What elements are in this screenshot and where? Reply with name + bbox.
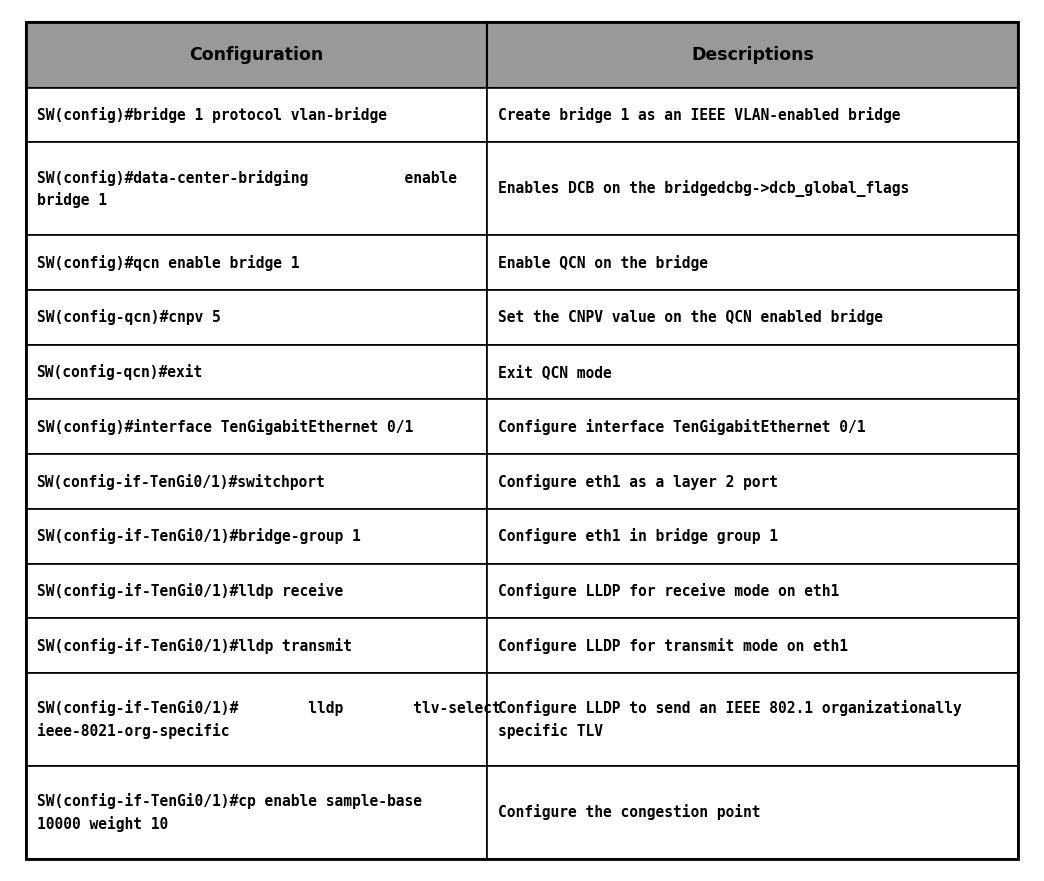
Bar bbox=[26, 509, 488, 564]
Text: SW(config-if-TenGi0/1)#        lldp        tlv-select
ieee-8021-org-specific: SW(config-if-TenGi0/1)# lldp tlv-select … bbox=[37, 700, 500, 739]
Text: Exit QCN mode: Exit QCN mode bbox=[498, 365, 612, 380]
Bar bbox=[26, 143, 488, 235]
Bar bbox=[26, 290, 488, 344]
Bar bbox=[488, 143, 1018, 235]
Bar bbox=[26, 235, 488, 290]
Text: SW(config)#interface TenGigabitEthernet 0/1: SW(config)#interface TenGigabitEthernet … bbox=[37, 418, 412, 435]
Bar bbox=[26, 455, 488, 509]
Text: Configure eth1 as a layer 2 port: Configure eth1 as a layer 2 port bbox=[498, 473, 778, 490]
Bar bbox=[26, 22, 488, 88]
Bar bbox=[488, 455, 1018, 509]
Bar bbox=[26, 88, 488, 143]
Text: Configure LLDP to send an IEEE 802.1 organizationally
specific TLV: Configure LLDP to send an IEEE 802.1 org… bbox=[498, 700, 962, 739]
Text: Create bridge 1 as an IEEE VLAN-enabled bridge: Create bridge 1 as an IEEE VLAN-enabled … bbox=[498, 107, 900, 123]
Text: SW(config)#qcn enable bridge 1: SW(config)#qcn enable bridge 1 bbox=[37, 255, 299, 270]
Bar bbox=[488, 673, 1018, 766]
Bar bbox=[488, 344, 1018, 399]
Bar bbox=[26, 564, 488, 618]
Bar bbox=[488, 399, 1018, 455]
Text: SW(config-if-TenGi0/1)#switchport: SW(config-if-TenGi0/1)#switchport bbox=[37, 473, 326, 490]
Text: Configure the congestion point: Configure the congestion point bbox=[498, 804, 760, 820]
Bar bbox=[26, 766, 488, 859]
Bar bbox=[488, 290, 1018, 344]
Text: Enables DCB on the bridgedcbg->dcb_global_flags: Enables DCB on the bridgedcbg->dcb_globa… bbox=[498, 181, 909, 197]
Text: SW(config-qcn)#cnpv 5: SW(config-qcn)#cnpv 5 bbox=[37, 309, 220, 325]
Bar bbox=[488, 22, 1018, 88]
Text: SW(config-if-TenGi0/1)#bridge-group 1: SW(config-if-TenGi0/1)#bridge-group 1 bbox=[37, 529, 360, 544]
Bar bbox=[488, 88, 1018, 143]
Bar bbox=[488, 235, 1018, 290]
Text: SW(config)#data-center-bridging           enable
bridge 1: SW(config)#data-center-bridging enable b… bbox=[37, 170, 456, 208]
Text: Descriptions: Descriptions bbox=[691, 46, 814, 63]
Bar bbox=[488, 509, 1018, 564]
Bar bbox=[26, 399, 488, 455]
Bar bbox=[26, 344, 488, 399]
Bar bbox=[488, 564, 1018, 618]
Text: Configure LLDP for transmit mode on eth1: Configure LLDP for transmit mode on eth1 bbox=[498, 638, 848, 654]
Text: SW(config-if-TenGi0/1)#lldp receive: SW(config-if-TenGi0/1)#lldp receive bbox=[37, 583, 342, 599]
Text: SW(config)#bridge 1 protocol vlan-bridge: SW(config)#bridge 1 protocol vlan-bridge bbox=[37, 107, 386, 123]
Bar bbox=[488, 618, 1018, 673]
Bar bbox=[26, 673, 488, 766]
Text: Set the CNPV value on the QCN enabled bridge: Set the CNPV value on the QCN enabled br… bbox=[498, 309, 883, 325]
Text: SW(config-if-TenGi0/1)#lldp transmit: SW(config-if-TenGi0/1)#lldp transmit bbox=[37, 638, 352, 654]
Text: Configure LLDP for receive mode on eth1: Configure LLDP for receive mode on eth1 bbox=[498, 583, 839, 599]
Bar bbox=[26, 618, 488, 673]
Text: Enable QCN on the bridge: Enable QCN on the bridge bbox=[498, 255, 708, 270]
Text: SW(config-qcn)#exit: SW(config-qcn)#exit bbox=[37, 364, 203, 380]
Text: Configuration: Configuration bbox=[190, 46, 324, 63]
Text: Configure eth1 in bridge group 1: Configure eth1 in bridge group 1 bbox=[498, 529, 778, 544]
Text: Configure interface TenGigabitEthernet 0/1: Configure interface TenGigabitEthernet 0… bbox=[498, 418, 865, 435]
Text: SW(config-if-TenGi0/1)#cp enable sample-base
10000 weight 10: SW(config-if-TenGi0/1)#cp enable sample-… bbox=[37, 793, 422, 832]
Bar bbox=[488, 766, 1018, 859]
